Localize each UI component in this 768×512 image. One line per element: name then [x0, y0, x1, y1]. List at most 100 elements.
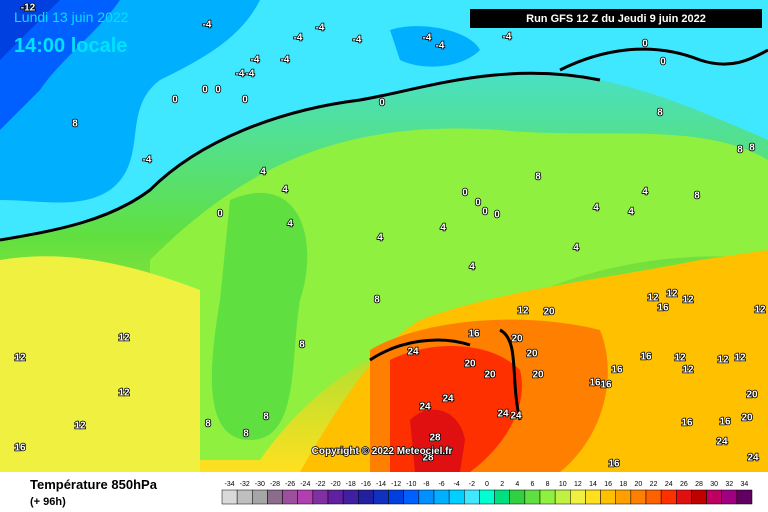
colorbar-label: 30	[710, 481, 718, 488]
contour-label: -4	[316, 23, 325, 34]
colorbar-cell	[448, 489, 465, 505]
contour-label: -4	[353, 35, 362, 46]
colorbar-label: 22	[650, 481, 658, 488]
contour-label: -4	[203, 20, 212, 31]
contour-label: 8	[535, 172, 541, 183]
contour-label: 12	[14, 353, 26, 364]
contour-label: 16	[719, 417, 731, 428]
contour-label: 4	[628, 207, 634, 218]
colorbar-cell	[539, 489, 556, 505]
contour-label: 8	[205, 419, 211, 430]
contour-label: 12	[666, 289, 678, 300]
contour-label: 12	[734, 353, 746, 364]
colorbar-cell	[615, 489, 632, 505]
contour-label: 12	[682, 295, 694, 306]
contour-label: 8	[374, 295, 380, 306]
time: 14:00 locale	[14, 35, 127, 57]
contour-label: 16	[589, 378, 601, 389]
colorbar-cell	[342, 489, 359, 505]
colorbar-label: 8	[546, 481, 550, 488]
colorbar-label: 6	[530, 481, 534, 488]
contour-label: 4	[440, 223, 446, 234]
contour-label: 0	[482, 207, 488, 218]
contour-label: 20	[464, 359, 476, 370]
colorbar-label: 24	[665, 481, 673, 488]
colorbar-label: 12	[574, 481, 582, 488]
contour-label: 0	[379, 98, 385, 109]
colorbar-label: 16	[604, 481, 612, 488]
run-box	[470, 9, 762, 28]
contour-label: 16	[608, 459, 620, 470]
colorbar-cell	[464, 489, 480, 505]
contour-label: 24	[442, 394, 454, 405]
colorbar-label: 2	[500, 481, 504, 488]
colorbar-cell	[327, 489, 344, 505]
colorbar-cell	[721, 489, 738, 505]
colorbar-cell	[570, 489, 586, 505]
colorbar-label: -32	[240, 481, 250, 488]
colorbar-cell	[509, 489, 526, 505]
colorbar-label: -12	[391, 481, 401, 488]
contour-label: 0	[660, 57, 666, 68]
colorbar-cell	[660, 489, 677, 505]
contour-label: 4	[469, 262, 475, 273]
contour-label: 8	[263, 412, 269, 423]
contour-label: -4	[423, 33, 432, 44]
lead: (+ 96h)	[30, 496, 66, 508]
colorbar-cell	[479, 489, 495, 505]
contour-label: 8	[737, 145, 743, 156]
date: Lundi 13 juin 2022	[14, 9, 129, 25]
colorbar-label: -34	[225, 481, 235, 488]
colorbar-cell	[358, 489, 374, 505]
colorbar-cell	[312, 489, 329, 505]
contour-label: 20	[484, 370, 496, 381]
contour-label: 16	[681, 418, 693, 429]
colorbar-label: 14	[589, 481, 597, 488]
colorbar-label: -2	[469, 481, 475, 488]
contour-label: -12	[21, 3, 36, 14]
contour-label: 20	[526, 349, 538, 360]
colorbar-label: 28	[695, 481, 703, 488]
contour-label: 4	[260, 167, 266, 178]
contour-label: -4	[281, 55, 290, 66]
colorbar-label: -8	[423, 481, 429, 488]
contour-label: 20	[741, 413, 753, 424]
colorbar-cell	[236, 489, 253, 505]
colorbar-label: 34	[741, 481, 749, 488]
contour-label: 12	[74, 421, 86, 432]
colorbar: -34 -32 -30 -28 -26 -24 -22 -20 -18 -16 -14 -12 -10-…	[221, 481, 753, 505]
colorbar-cell	[691, 489, 707, 505]
colorbar-cell	[706, 489, 722, 505]
colorbar-cell	[554, 489, 571, 505]
colorbar-cell	[418, 489, 435, 505]
colorbar-label: 26	[680, 481, 688, 488]
colorbar-label: -16	[361, 481, 371, 488]
colorbar-label: -26	[285, 481, 295, 488]
footer-title: Température 850hPa	[30, 477, 158, 492]
colorbar-cell	[403, 489, 420, 505]
contour-label: 8	[299, 340, 305, 351]
contour-label: -4	[246, 69, 255, 80]
contour-label: 24	[419, 402, 431, 413]
colorbar-cell	[267, 489, 283, 505]
contour-label: 16	[600, 380, 612, 391]
contour-label: 16	[468, 329, 480, 340]
colorbar-cell	[524, 489, 541, 505]
colorbar-cell	[282, 489, 298, 505]
contour-label: 8	[72, 119, 78, 130]
colorbar-cell	[600, 489, 616, 505]
colorbar-cell	[373, 489, 389, 505]
colorbar-label: -4	[454, 481, 460, 488]
colorbar-label: -28	[270, 481, 280, 488]
colorbar-label: -24	[300, 481, 310, 488]
colorbar-label: 0	[485, 481, 489, 488]
contour-label: 16	[640, 352, 652, 363]
contour-label: 28	[429, 433, 441, 444]
contour-label: 12	[754, 305, 766, 316]
contour-label: 12	[118, 333, 130, 344]
contour-label: 8	[243, 429, 249, 440]
colorbar-cell	[388, 489, 404, 505]
contour-label: 24	[497, 409, 509, 420]
contour-label: 0	[202, 85, 208, 96]
contour-label: 0	[217, 209, 223, 220]
